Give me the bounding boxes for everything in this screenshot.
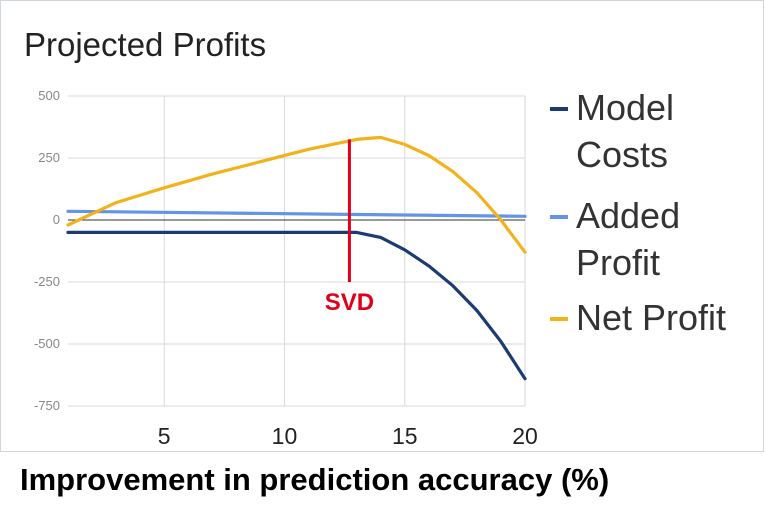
y-tick-label: 250 <box>38 150 60 165</box>
legend-label: Model <box>576 87 674 128</box>
y-tick-label: 0 <box>53 212 60 227</box>
annotation-label: SVD <box>325 289 374 316</box>
series-line-added-profit <box>66 209 527 218</box>
legend-label: Costs <box>576 134 668 175</box>
x-tick-label: 5 <box>158 423 171 449</box>
legend-label: Profit <box>576 242 660 283</box>
x-axis-label: Improvement in prediction accuracy (%) <box>20 462 610 497</box>
y-tick-label: -500 <box>34 336 60 351</box>
legend-label: Net Profit <box>576 297 726 338</box>
series-line-net-profit <box>66 135 527 254</box>
y-tick-label: 500 <box>38 88 60 103</box>
y-tick-label: -750 <box>34 398 60 413</box>
legend-label: Added <box>576 195 680 236</box>
x-tick-label: 20 <box>512 423 538 449</box>
y-tick-label: -250 <box>34 274 60 289</box>
x-tick-label: 15 <box>392 423 418 449</box>
x-tick-label: 10 <box>272 423 298 449</box>
chart-frame <box>0 0 764 452</box>
series-line-model-costs <box>66 230 527 381</box>
chart-title: Projected Profits <box>24 26 267 63</box>
